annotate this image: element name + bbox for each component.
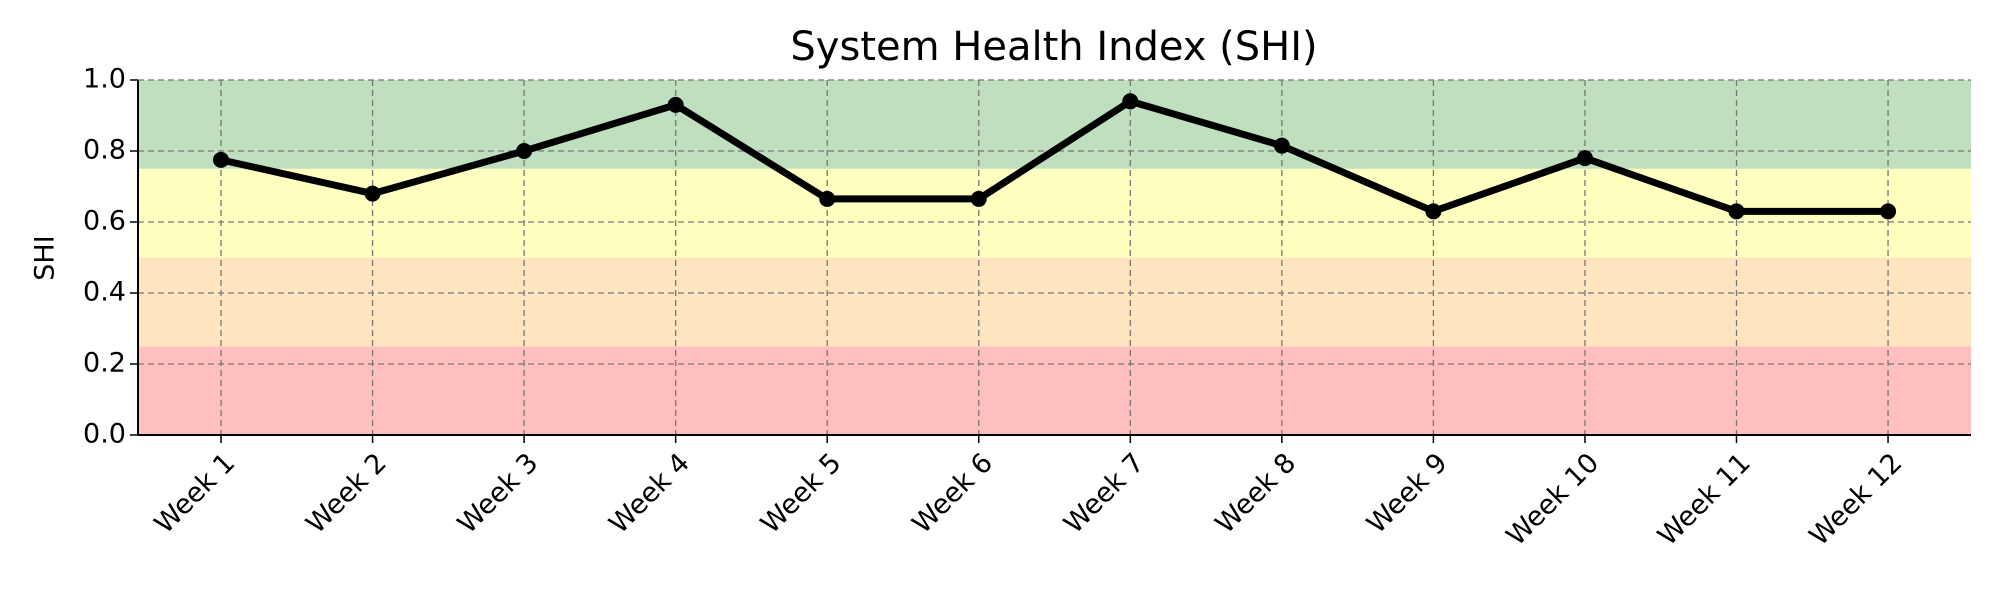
x-tick-label: Week 2 [300, 447, 392, 539]
x-tick-label: Week 12 [1804, 447, 1909, 552]
marker [667, 96, 684, 113]
y-tick-label: 1.0 [83, 64, 126, 95]
y-tick-label: 0.6 [83, 206, 126, 237]
y-tick-label: 0.2 [83, 348, 126, 379]
marker [364, 185, 381, 202]
x-tick-label: Week 4 [603, 447, 695, 539]
x-tick-label: Week 6 [907, 447, 999, 539]
x-tick-label: Week 11 [1652, 447, 1757, 552]
y-tick-label: 0.8 [83, 135, 126, 166]
marker [213, 151, 229, 168]
y-axis-label: SHI [30, 235, 61, 280]
marker [516, 143, 533, 159]
health-band [138, 346, 1971, 435]
x-tick-label: Week 7 [1058, 447, 1150, 539]
marker [970, 190, 987, 207]
x-tick-label: Week 8 [1210, 447, 1302, 539]
x-tick-label: Week 9 [1361, 447, 1453, 539]
marker [1576, 150, 1593, 167]
health-band [138, 80, 1971, 169]
x-tick-label: Week 3 [452, 447, 544, 539]
line [220, 97, 1889, 215]
marker [1880, 203, 1897, 220]
y-tick-label: 0.4 [83, 277, 126, 308]
x-tick-label: Week 10 [1501, 447, 1606, 552]
x-tick-label: Week 5 [755, 447, 847, 539]
health-band [138, 257, 1971, 347]
x-tick-label: Week 1 [149, 447, 241, 539]
marker [819, 190, 836, 207]
marker [1122, 93, 1139, 110]
y-tick-label: 0.0 [83, 419, 126, 450]
chart-title: System Health Index (SHI) [790, 24, 1317, 70]
marker [1273, 137, 1290, 154]
marker [1728, 203, 1745, 220]
marker [1425, 203, 1442, 220]
